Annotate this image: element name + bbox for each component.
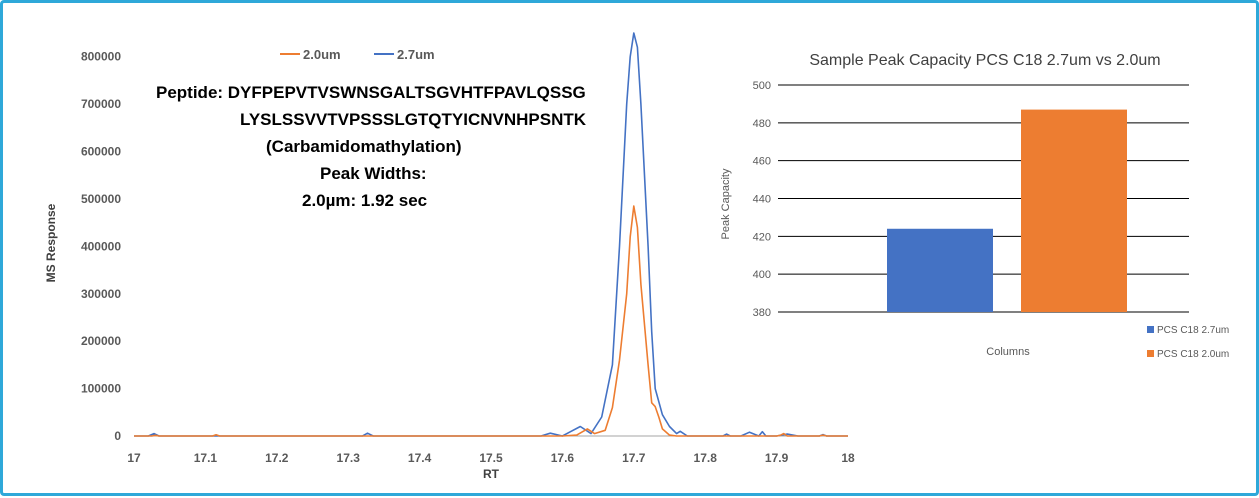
chromatogram-legend: 2.0um 2.7um: [280, 47, 435, 62]
bar-chart-title: Sample Peak Capacity PCS C18 2.7um vs 2.…: [809, 52, 1160, 69]
peptide-annotation: Peptide: DYFPEPVTVSWNSGALTSGVHTFPAVLQSSG…: [156, 83, 587, 210]
bar-pcs-c18-2-0um: [1021, 109, 1127, 312]
bar-chart-bars: [887, 109, 1127, 312]
bar-chart-y-tick-label: 440: [753, 194, 771, 206]
chromatogram-y-ticks: 0 100000 200000 300000 400000 500000 600000 700…: [81, 50, 848, 443]
chromatogram-y-axis-title: MS Response: [44, 203, 58, 282]
chromatogram-y-tick-label: 600000: [81, 145, 121, 159]
bar-chart-y-tick-label: 480: [753, 118, 771, 130]
bar-chart-y-tick-label: 500: [753, 80, 771, 92]
chromatogram-x-tick-label: 17.9: [765, 451, 789, 465]
chromatogram-y-tick-label: 400000: [81, 239, 121, 253]
chromatogram-x-tick-label: 17.3: [337, 451, 361, 465]
annotation-peak-widths-label: Peak Widths:: [320, 164, 427, 183]
chromatogram-y-tick-label: 0: [114, 429, 121, 443]
chromatogram-x-tick-label: 17.2: [265, 451, 289, 465]
annotation-peptide-line2: LYSLSSVVTVPSSSLGTQTYICNVNHPSNTK: [240, 110, 587, 129]
legend-label-pcs-20: PCS C18 2.0um: [1157, 349, 1229, 360]
chromatogram-series: [134, 32, 848, 437]
bar-chart-y-tick-label: 460: [753, 156, 771, 168]
bar-chart-y-tick-label: 420: [753, 231, 771, 243]
chromatogram-x-tick-label: 17: [127, 451, 141, 465]
chromatogram-x-tick-label: 17.5: [479, 451, 503, 465]
legend-label-2-7um: 2.7um: [397, 47, 435, 62]
bar-chart-x-axis-title: Columns: [986, 346, 1030, 358]
chromatogram-x-tick-label: 17.4: [408, 451, 432, 465]
series-line-2-0um: [134, 205, 848, 437]
chromatogram-y-tick-label: 800000: [81, 50, 121, 64]
bar-chart-y-tick-label: 380: [753, 307, 771, 319]
chromatogram-x-ticks: 17 17.1 17.2 17.3 17.4 17.5 17.6 17.7 17.8 17.9 18: [127, 451, 855, 465]
chromatogram-y-tick-label: 500000: [81, 192, 121, 206]
bar-chart-y-axis-title: Peak Capacity: [720, 168, 732, 239]
chromatogram-y-tick-label: 300000: [81, 287, 121, 301]
chromatogram-x-axis-title: RT: [483, 467, 500, 481]
legend-swatch-pcs-20: [1147, 350, 1154, 357]
chromatogram-x-tick-label: 17.6: [551, 451, 575, 465]
legend-label-2-0um: 2.0um: [303, 47, 341, 62]
peak-capacity-chart: Sample Peak Capacity PCS C18 2.7um vs 2.…: [720, 52, 1229, 360]
legend-swatch-pcs-27: [1147, 326, 1154, 333]
chromatogram-chart: 0 100000 200000 300000 400000 500000 600000 700…: [44, 32, 855, 481]
bar-pcs-c18-2-7um: [887, 228, 993, 312]
chromatogram-x-tick-label: 18: [841, 451, 855, 465]
annotation-peak-width-value: 2.0µm: 1.92 sec: [302, 191, 427, 210]
legend-label-pcs-27: PCS C18 2.7um: [1157, 325, 1229, 336]
chromatogram-x-tick-label: 17.8: [694, 451, 718, 465]
bar-chart-y-tick-label: 400: [753, 269, 771, 281]
chromatogram-y-tick-label: 700000: [81, 97, 121, 111]
chromatogram-x-tick-label: 17.7: [622, 451, 646, 465]
bar-chart-legend: PCS C18 2.7um PCS C18 2.0um: [1147, 325, 1229, 360]
annotation-modification: (Carbamidomathylation): [266, 137, 462, 156]
chromatogram-y-tick-label: 100000: [81, 382, 121, 396]
annotation-peptide-line1: Peptide: DYFPEPVTVSWNSGALTSGVHTFPAVLQSSG: [156, 83, 586, 102]
figure-canvas: 0 100000 200000 300000 400000 500000 600000 700…: [44, 32, 1229, 481]
chromatogram-x-tick-label: 17.1: [194, 451, 218, 465]
chromatogram-y-tick-label: 200000: [81, 334, 121, 348]
